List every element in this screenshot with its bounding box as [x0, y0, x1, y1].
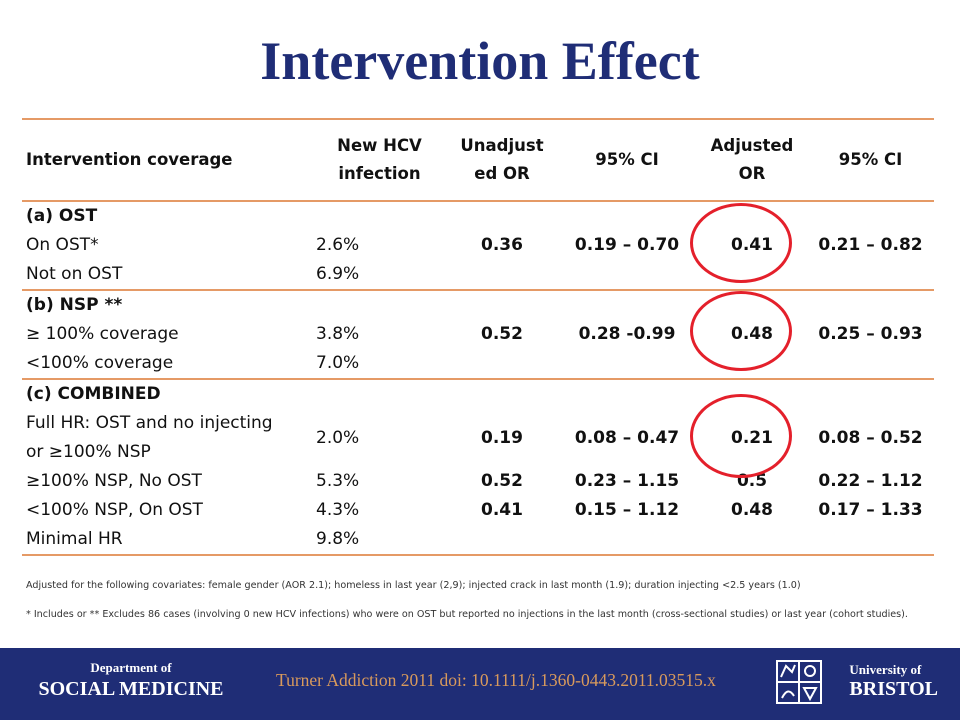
- highlight-circle-combined: [690, 394, 792, 478]
- row-label: Not on OST: [26, 264, 123, 284]
- slide-title: Intervention Effect: [260, 31, 700, 91]
- adjusted-or-cell: 0.48: [731, 500, 773, 520]
- university-big: BRISTOL: [849, 678, 938, 700]
- ci1-cell: 0.08 – 0.47: [574, 427, 680, 448]
- table-row: ≥100% NSP, No OST 5.3% 0.52 0.23 – 1.15 …: [22, 467, 934, 496]
- table-row: Full HR: OST and no injecting or ≥100% NS…: [22, 409, 934, 467]
- footer-bar: Department of SOCIAL MEDICINE Turner Add…: [0, 648, 960, 720]
- new-hcv-cell: 3.8%: [316, 324, 360, 344]
- row-label: Full HR: OST and no injecting or ≥100% NS…: [26, 413, 273, 462]
- unadjusted-or-cell: 0.52: [481, 471, 523, 491]
- new-hcv-cell: 9.8%: [312, 525, 447, 556]
- ci2-cell: 0.17 – 1.33: [818, 500, 923, 520]
- section-heading-row: (c) COMBINED: [22, 378, 934, 409]
- footnote-adjusted: Adjusted for the following covariates: f…: [26, 580, 801, 591]
- row-label: On OST*: [26, 235, 99, 255]
- row-label: ≥ 100% coverage: [26, 324, 179, 344]
- ci2-cell: 0.21 – 0.82: [818, 235, 923, 255]
- table-row: Minimal HR 9.8%: [22, 525, 934, 556]
- ci2-cell: 0.08 – 0.52: [818, 427, 923, 448]
- new-hcv-cell: 5.3%: [316, 471, 360, 491]
- header-ci-2: 95% CI: [807, 118, 934, 202]
- university-label: University of BRISTOL: [849, 662, 938, 701]
- citation: Turner Addiction 2011 doi: 10.1111/j.136…: [276, 670, 716, 690]
- ci1-cell: 0.15 – 1.12: [574, 500, 680, 520]
- header-adjusted-or: Adjusted OR: [697, 118, 807, 202]
- section-heading: (b) NSP **: [22, 289, 312, 320]
- new-hcv-cell: 4.3%: [316, 500, 360, 520]
- section-heading: (a) OST: [26, 206, 98, 226]
- row-label: Minimal HR: [22, 525, 312, 556]
- highlight-circle-ost: [690, 203, 792, 283]
- ci1-cell: 0.28 -0.99: [578, 324, 676, 344]
- section-heading-row: (a) OST: [22, 201, 934, 231]
- unadjusted-or-cell: 0.36: [481, 235, 523, 255]
- header-unadjusted-or: Unadjust ed OR: [447, 118, 557, 202]
- department-label: Department of SOCIAL MEDICINE: [12, 660, 250, 701]
- department-small: Department of: [90, 660, 172, 675]
- section-heading-row: (b) NSP **: [22, 289, 934, 320]
- row-label: <100% coverage: [26, 353, 174, 373]
- university-crest-icon: [776, 660, 822, 704]
- header-ci-1: 95% CI: [557, 118, 697, 202]
- ci2-cell: 0.25 – 0.93: [818, 324, 923, 344]
- ci1-cell: 0.19 – 0.70: [574, 235, 680, 255]
- table-row: On OST* 2.6% 0.36 0.19 – 0.70 0.41 0.21 …: [22, 231, 934, 260]
- unadjusted-or-cell: 0.19: [481, 427, 523, 448]
- footnote-includes: * Includes or ** Excludes 86 cases (invo…: [26, 609, 908, 620]
- department-big: SOCIAL MEDICINE: [38, 678, 224, 700]
- unadjusted-or-cell: 0.41: [481, 500, 523, 520]
- row-label: ≥100% NSP, No OST: [26, 471, 202, 491]
- table-row: <100% coverage 7.0%: [22, 349, 934, 379]
- new-hcv-cell: 2.0%: [316, 427, 360, 448]
- university-small: University of: [849, 662, 922, 677]
- table-row: Not on OST 6.9%: [22, 260, 934, 290]
- new-hcv-cell: 2.6%: [316, 235, 360, 255]
- table-row: ≥ 100% coverage 3.8% 0.52 0.28 -0.99 0.4…: [22, 320, 934, 349]
- header-intervention-coverage: Intervention coverage: [22, 118, 312, 202]
- table-header-row: Intervention coverage New HCV infection U…: [22, 118, 934, 202]
- highlight-circle-nsp: [690, 291, 792, 371]
- section-heading: (c) COMBINED: [22, 378, 312, 409]
- ci1-cell: 0.23 – 1.15: [574, 471, 680, 491]
- row-label: <100% NSP, On OST: [26, 500, 203, 520]
- table-row: <100% NSP, On OST 4.3% 0.41 0.15 – 1.12 …: [22, 496, 934, 525]
- results-table: Intervention coverage New HCV infection U…: [22, 118, 934, 556]
- new-hcv-cell: 6.9%: [316, 264, 360, 284]
- ci2-cell: 0.22 – 1.12: [818, 471, 923, 491]
- header-new-hcv: New HCV infection: [312, 118, 447, 202]
- unadjusted-or-cell: 0.52: [481, 324, 523, 344]
- new-hcv-cell: 7.0%: [316, 353, 360, 373]
